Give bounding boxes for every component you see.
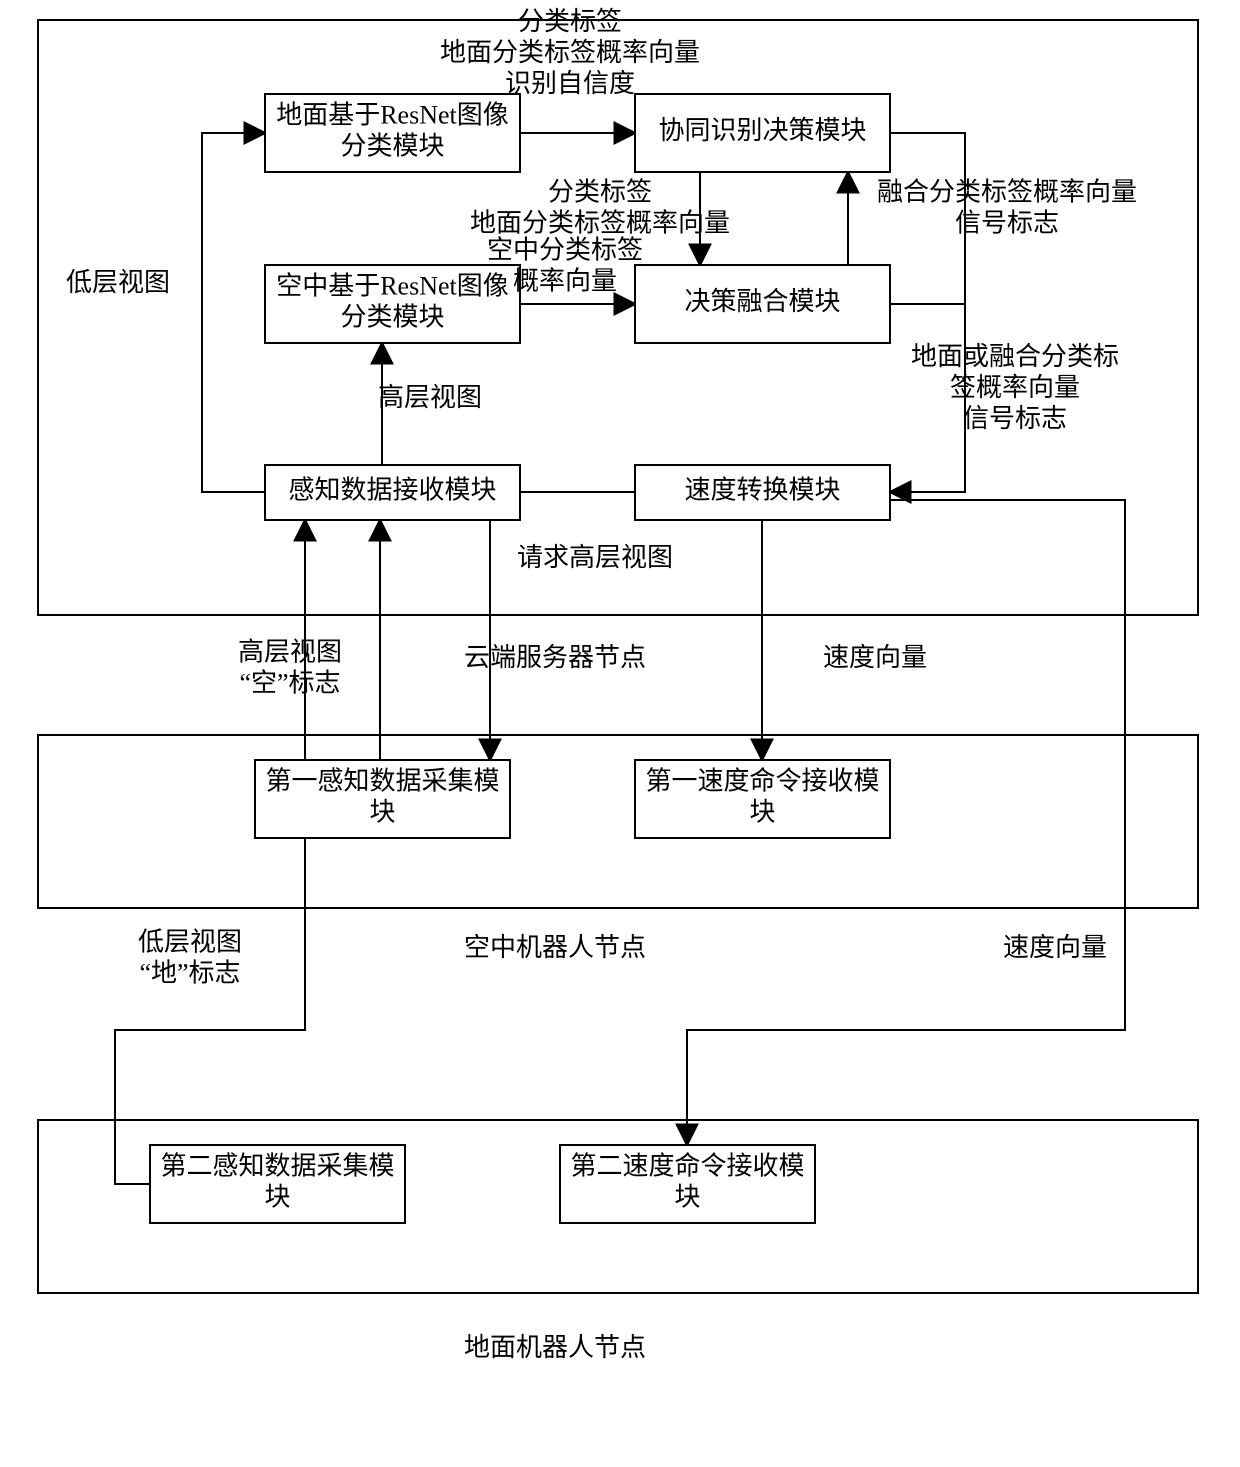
e_speed_to_gndspeedrx-label: 速度向量 — [1003, 933, 1107, 962]
text-line: 识别自信度 — [505, 69, 635, 98]
text-line: 第二感知数据采集模 — [160, 1151, 394, 1180]
e_percept_to_gndresnet — [202, 133, 265, 492]
container-ground-label: 地面机器人节点 — [464, 1333, 646, 1362]
text-line: 第一感知数据采集模 — [265, 766, 499, 795]
e_coop_to_speed-label: 地面或融合分类标签概率向量信号标志 — [911, 342, 1119, 433]
container-air-label: 空中机器人节点 — [464, 933, 646, 962]
text-line: 信号标志 — [955, 209, 1059, 238]
e_percept_to_airresnet-label: 高层视图 — [378, 383, 482, 412]
text-line: “空”标志 — [239, 669, 340, 698]
text-line: 分类标签 — [518, 7, 622, 36]
text-line: 决策融合模块 — [684, 287, 840, 316]
node-coop_decision-label: 协同识别决策模块 — [658, 116, 866, 145]
e_gndpercept_to_perceptrx — [115, 520, 305, 1184]
text-line: 第一速度命令接收模 — [645, 766, 879, 795]
e_fusion_to_coop-label: 融合分类标签概率向量信号标志 — [877, 177, 1137, 237]
text-line: 请求高层视图 — [517, 543, 673, 572]
text-line: 空中机器人节点 — [464, 933, 646, 962]
text-line: “地”标志 — [139, 959, 240, 988]
e_coop_to_fusion-label: 分类标签地面分类标签概率向量 — [470, 177, 730, 237]
text-line: 速度转换模块 — [684, 475, 840, 504]
text-line: 块 — [369, 798, 395, 827]
text-line: 分类模块 — [340, 132, 444, 161]
text-line: 概率向量 — [513, 267, 617, 296]
text-line: 感知数据接收模块 — [288, 475, 496, 504]
text-line: 块 — [264, 1183, 290, 1212]
text-line: 云端服务器节点 — [464, 643, 646, 672]
text-line: 地面机器人节点 — [464, 1333, 646, 1362]
e_speed_to_airspeedrx-label: 速度向量 — [823, 643, 927, 672]
e_percept_to_gndresnet-label: 低层视图 — [66, 268, 170, 297]
text-line: 空中分类标签 — [487, 235, 643, 264]
container-air — [38, 735, 1198, 908]
text-line: 空中基于ResNet图像 — [276, 271, 509, 300]
node-speed_conv-label: 速度转换模块 — [684, 475, 840, 504]
text-line: 低层视图 — [138, 927, 242, 956]
text-line: 融合分类标签概率向量 — [877, 177, 1137, 206]
text-line: 分类模块 — [340, 303, 444, 332]
text-line: 地面分类标签概率向量 — [470, 209, 730, 238]
text-line: 分类标签 — [548, 177, 652, 206]
text-line: 速度向量 — [1003, 933, 1107, 962]
node-fusion-label: 决策融合模块 — [684, 287, 840, 316]
text-line: 速度向量 — [823, 643, 927, 672]
text-line: 高层视图 — [238, 637, 342, 666]
text-line: 高层视图 — [378, 383, 482, 412]
text-line: 信号标志 — [963, 404, 1067, 433]
text-line: 第二速度命令接收模 — [570, 1151, 804, 1180]
text-line: 签概率向量 — [950, 373, 1080, 402]
text-line: 协同识别决策模块 — [658, 116, 866, 145]
text-line: 地面分类标签概率向量 — [440, 38, 700, 67]
text-line: 块 — [749, 798, 775, 827]
node-perception_rx-label: 感知数据接收模块 — [288, 475, 496, 504]
e_speed_to_airpercept_req — [490, 492, 635, 760]
flowchart-diagram: 地面基于ResNet图像分类模块 协同识别决策模块空中基于ResNet图像分类模块… — [0, 0, 1240, 1467]
container-cloud-label: 云端服务器节点 — [464, 643, 646, 672]
e_speed_to_airpercept_req-label: 请求高层视图 — [517, 543, 673, 572]
e_gndpercept_to_perceptrx-label: 低层视图 “地”标志 — [138, 927, 242, 987]
text-line: 块 — [674, 1183, 700, 1212]
text-line: 低层视图 — [66, 268, 170, 297]
e_airpercept_to_perceptrx-label: 高层视图 “空”标志 — [238, 637, 342, 697]
text-line: 地面或融合分类标 — [911, 342, 1119, 371]
container-cloud — [38, 20, 1198, 615]
text-line: 地面基于ResNet图像 — [276, 100, 509, 129]
